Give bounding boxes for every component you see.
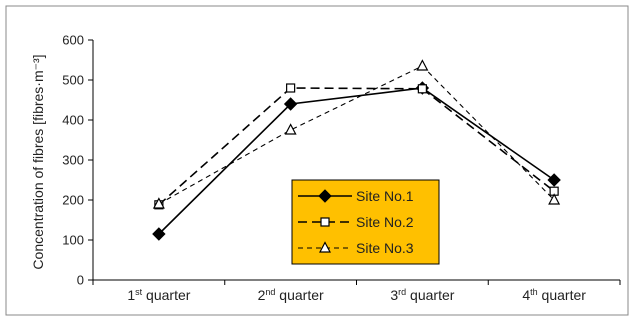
y-tick-label: 400 (62, 113, 84, 128)
series-3 (152, 59, 561, 209)
axes: 0 100 200 300 400 500 600 1st quarter 2nd quarte… (62, 33, 621, 303)
data-point (152, 197, 165, 209)
x-tick-label: 3rd quarter (390, 287, 454, 303)
y-axis-label: Concentration of fibres [fibres·m⁻³] (30, 54, 46, 269)
legend-item: Site No.2 (298, 214, 414, 230)
legend-marker (319, 241, 331, 253)
legend-item: Site No.3 (298, 240, 414, 256)
y-tick-label: 500 (62, 73, 84, 88)
series-layer (152, 59, 561, 241)
x-tick-label: 1st quarter (127, 287, 190, 303)
data-point (286, 83, 296, 93)
x-tick-label: 2nd quarter (258, 287, 324, 303)
y-tick-label: 300 (62, 153, 84, 168)
legend-label: Site No.1 (356, 188, 414, 204)
legend-label: Site No.2 (356, 214, 414, 230)
legend: Site No.1 Site No.2 Site No.3 (291, 179, 440, 265)
y-tick-label: 0 (77, 273, 84, 288)
data-point (283, 97, 298, 111)
legend-marker (318, 189, 332, 203)
legend-item: Site No.1 (298, 188, 414, 204)
chart-border (5, 5, 629, 316)
data-point (152, 227, 166, 241)
series-line (158, 87, 555, 206)
y-tick-label: 600 (62, 33, 84, 48)
data-point (416, 59, 429, 71)
y-tick-label: 200 (62, 193, 84, 208)
legend-label: Site No.3 (356, 240, 414, 256)
series-line (158, 87, 555, 235)
data-point (547, 173, 561, 187)
data-point (548, 193, 561, 205)
legend-marker (320, 217, 330, 227)
series-line (158, 65, 555, 205)
y-tick-label: 100 (62, 233, 84, 248)
x-tick-label: 4th quarter (522, 287, 586, 303)
data-point (417, 84, 427, 94)
data-point (284, 123, 297, 135)
